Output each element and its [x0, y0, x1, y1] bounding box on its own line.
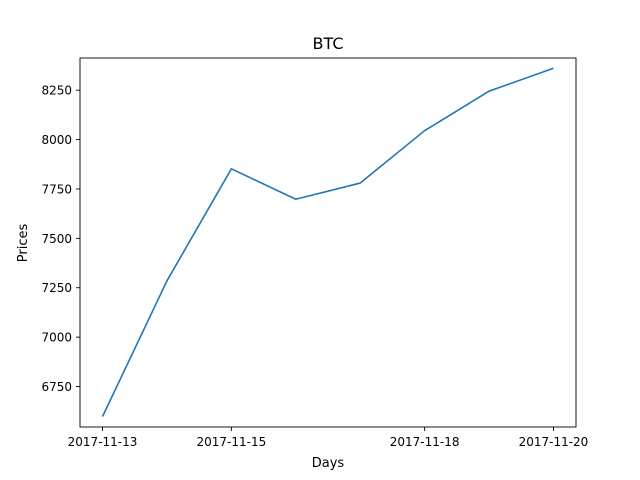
data-point: [553, 67, 555, 69]
plot-frame: [79, 57, 577, 428]
y-tick-label: 7000: [41, 331, 72, 345]
y-tick-label: 8250: [41, 84, 72, 98]
series-line-0: [101, 67, 554, 417]
x-tick-label: 2017-11-18: [390, 435, 460, 449]
x-axis-label: Days: [312, 456, 345, 471]
data-point: [295, 198, 297, 200]
data-point: [424, 130, 426, 132]
data-point: [231, 168, 233, 170]
data-point: [488, 90, 490, 92]
y-tick-label: 7500: [41, 232, 72, 246]
y-tick-label: 6750: [41, 380, 72, 394]
data-point: [359, 182, 361, 184]
x-tick-label: 2017-11-15: [197, 435, 267, 449]
y-tick-label: 8000: [41, 133, 72, 147]
chart-title: BTC: [313, 34, 344, 53]
plot-area: 2017-11-13 2017-11-15 2017-11-18 2017-11-20…: [41, 57, 589, 449]
x-tick-label: 2017-11-13: [68, 435, 138, 449]
y-tick-label: 7250: [41, 281, 72, 295]
data-point: [102, 416, 104, 418]
y-axis-label: Prices: [16, 224, 31, 263]
data-point: [166, 280, 168, 282]
y-tick-label: 7750: [41, 182, 72, 196]
x-tick-label: 2017-11-20: [519, 435, 589, 449]
